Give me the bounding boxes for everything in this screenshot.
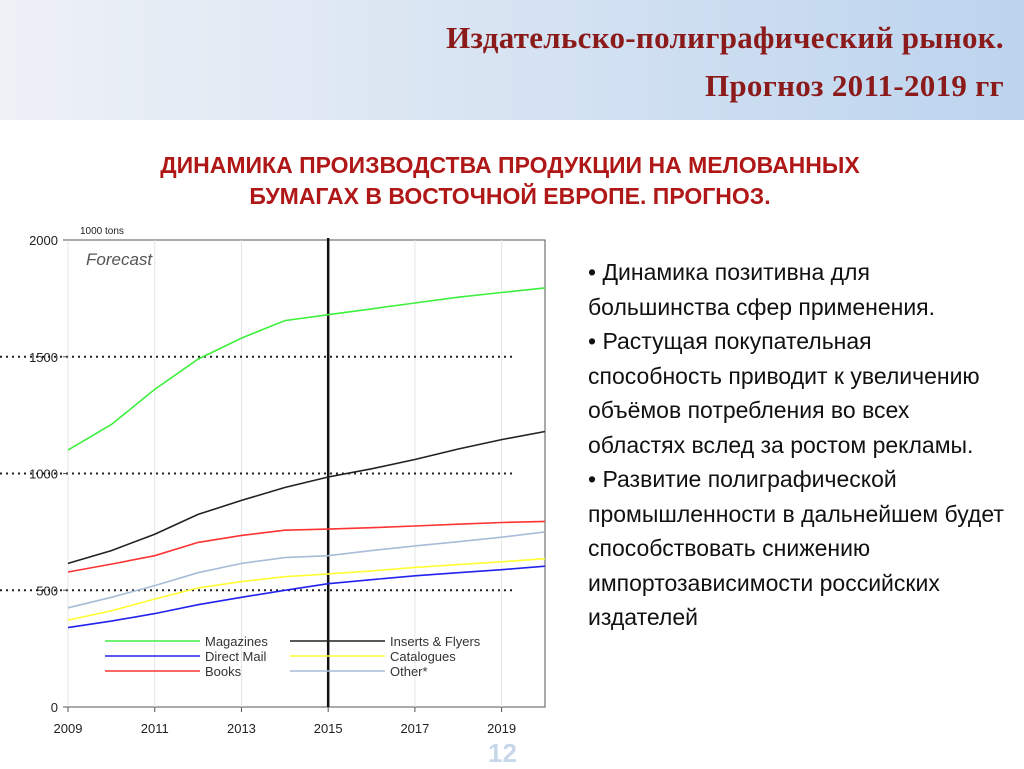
bullet-list: • Динамика позитивна для большинства сфе… <box>588 255 1008 635</box>
x-tick-label: 2017 <box>400 721 429 736</box>
series-line-direct-mail <box>67 565 546 629</box>
legend-label: Books <box>205 664 242 679</box>
x-tick-label: 2015 <box>314 721 343 736</box>
title-line-1: Издательско-полиграфический рынок. <box>446 20 1004 55</box>
y-axis-label: 1000 tons <box>80 226 124 237</box>
bullet-item: • Развитие полиграфической промышленност… <box>588 466 1004 630</box>
series-line-catalogues <box>67 557 546 621</box>
slide-title: Издательско-полиграфический рынок. Прогн… <box>446 14 1004 110</box>
x-tick-label: 2019 <box>487 721 516 736</box>
chart-heading: ДИНАМИКА ПРОИЗВОДСТВА ПРОДУКЦИИ НА МЕЛОВ… <box>40 150 980 212</box>
y-tick-label: 2000 <box>29 233 58 248</box>
series-line-magazines <box>67 287 546 451</box>
y-tick-label: 0 <box>51 700 58 715</box>
legend-label: Magazines <box>205 634 268 649</box>
legend-label: Catalogues <box>390 649 456 664</box>
header-bar: Издательско-полиграфический рынок. Прогн… <box>0 0 1024 120</box>
series-line-books <box>67 520 546 573</box>
x-tick-label: 2011 <box>141 721 169 736</box>
x-tick-label: 2013 <box>227 721 256 736</box>
chart-container: 0 500 1000 1500 2000 2009 2011 2013 2015 2017 2019… <box>0 210 560 750</box>
page-number: 12 <box>488 738 517 768</box>
legend-label: Inserts & Flyers <box>390 634 481 649</box>
y-tick-label: 1000 <box>29 467 58 482</box>
forecast-annotation: Forecast <box>86 250 153 269</box>
chart-heading-line-1: ДИНАМИКА ПРОИЗВОДСТВА ПРОДУКЦИИ НА МЕЛОВ… <box>160 152 860 178</box>
bullet-item: • Растущая покупательная способность при… <box>588 328 980 458</box>
y-tick-label: 500 <box>36 583 58 598</box>
legend-label: Direct Mail <box>205 649 267 664</box>
y-tick-label: 1500 <box>29 350 58 365</box>
line-chart: 0 500 1000 1500 2000 2009 2011 2013 2015 2017 2019… <box>0 226 546 736</box>
series-line-other <box>67 531 546 609</box>
x-tick-label: 2009 <box>54 721 83 736</box>
legend-label: Other* <box>390 664 428 679</box>
bullet-item: • Динамика позитивна для большинства сфе… <box>588 259 936 320</box>
title-line-2: Прогноз 2011-2019 гг <box>704 68 1004 103</box>
series-line-inserts-flyers <box>67 430 546 565</box>
chart-heading-line-2: БУМАГАХ В ВОСТОЧНОЙ ЕВРОПЕ. ПРОГНОЗ. <box>249 183 771 209</box>
